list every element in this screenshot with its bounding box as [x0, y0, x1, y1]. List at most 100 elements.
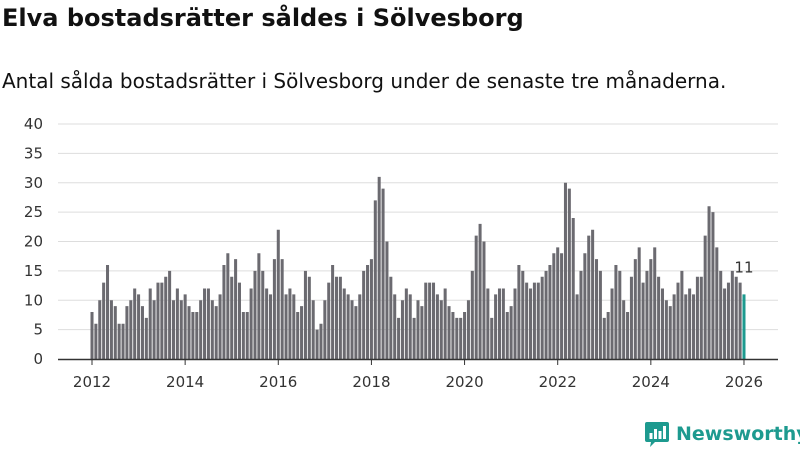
- bar: [288, 288, 292, 359]
- bar: [245, 312, 249, 359]
- bar: [606, 312, 610, 359]
- bar: [230, 276, 234, 359]
- bar: [179, 300, 183, 359]
- gridlines: [58, 123, 778, 331]
- bar: [435, 294, 439, 360]
- bar: [719, 270, 723, 360]
- bar: [571, 218, 575, 359]
- bar: [210, 300, 214, 359]
- bar: [513, 288, 517, 359]
- bar: [408, 294, 412, 360]
- bar: [144, 317, 148, 360]
- bar: [269, 294, 273, 360]
- bar: [369, 259, 373, 360]
- bar: [470, 270, 474, 360]
- x-tick-label: 2020: [445, 373, 483, 391]
- bar: [377, 176, 381, 360]
- brand-name: Newsworthy: [676, 423, 800, 445]
- bar: [249, 288, 253, 359]
- bar: [432, 282, 436, 360]
- x-tick-label: 2022: [539, 373, 577, 391]
- bar: [626, 312, 630, 359]
- bar: [346, 294, 350, 360]
- bar: [428, 282, 432, 360]
- bar: [649, 259, 653, 360]
- bar: [393, 294, 397, 360]
- bar: [618, 270, 622, 360]
- last-value-label: 11: [734, 258, 753, 276]
- bar: [253, 270, 257, 360]
- bar: [106, 265, 110, 359]
- bar: [226, 253, 230, 359]
- bar: [191, 312, 195, 359]
- bar: [443, 288, 447, 359]
- bar: [133, 288, 137, 359]
- bar: [684, 294, 688, 360]
- bar: [362, 270, 366, 360]
- bar: [400, 300, 404, 359]
- bar: [342, 288, 346, 359]
- bar: [171, 300, 176, 359]
- chart-title: Elva bostadsrätter såldes i Sölvesborg: [2, 4, 524, 32]
- bar: [447, 306, 451, 360]
- bar: [156, 282, 160, 360]
- newsworthy-bar-icon: [645, 422, 669, 447]
- bar: [331, 265, 335, 359]
- bar: [257, 253, 261, 359]
- bar: [556, 247, 560, 360]
- bar: [412, 317, 416, 360]
- bar: [98, 300, 102, 359]
- bar: [688, 288, 692, 359]
- bar: [552, 253, 556, 359]
- bar: [587, 235, 591, 360]
- bar: [629, 276, 633, 359]
- bar: [183, 294, 187, 360]
- bar: [583, 253, 587, 359]
- bar: [699, 276, 703, 359]
- bar: [195, 312, 199, 359]
- bar: [404, 288, 408, 359]
- y-tick-label: 40: [24, 115, 43, 133]
- bar: [532, 282, 536, 360]
- newsworthy-logo[interactable]: Newsworthy: [645, 419, 800, 449]
- x-axis: [58, 358, 778, 365]
- bar: [594, 259, 599, 360]
- x-tick-label: 2012: [73, 373, 111, 391]
- bar: [424, 282, 428, 360]
- bar: [548, 265, 552, 359]
- bar: [602, 317, 606, 360]
- bar: [653, 247, 657, 360]
- bar: [664, 300, 668, 359]
- bar: [730, 270, 734, 360]
- chart-subtitle: Antal sålda bostadsrätter i Sölvesborg u…: [2, 69, 727, 93]
- bar: [723, 288, 727, 359]
- x-tick-label: 2026: [725, 373, 763, 391]
- bar: [451, 312, 455, 359]
- bar: [482, 241, 486, 359]
- bar: [660, 288, 664, 359]
- bar: [152, 300, 156, 359]
- bar: [478, 223, 482, 360]
- bar: [695, 276, 699, 359]
- bar: [296, 312, 300, 359]
- bar: [672, 294, 676, 360]
- bar: [160, 282, 164, 360]
- bar: [420, 306, 424, 360]
- bar: [505, 312, 509, 359]
- bar: [389, 276, 393, 359]
- bar-latest: [742, 294, 746, 360]
- bar: [102, 282, 106, 360]
- bar: [125, 306, 129, 360]
- bar: [218, 294, 222, 360]
- bar: [168, 270, 172, 360]
- bar: [575, 294, 579, 360]
- bar: [121, 323, 125, 359]
- bar: [358, 294, 362, 360]
- bar: [463, 312, 467, 359]
- y-tick-label: 15: [24, 262, 43, 280]
- bar: [187, 306, 191, 360]
- bar: [140, 306, 144, 360]
- bar: [715, 247, 719, 360]
- bar: [591, 229, 595, 359]
